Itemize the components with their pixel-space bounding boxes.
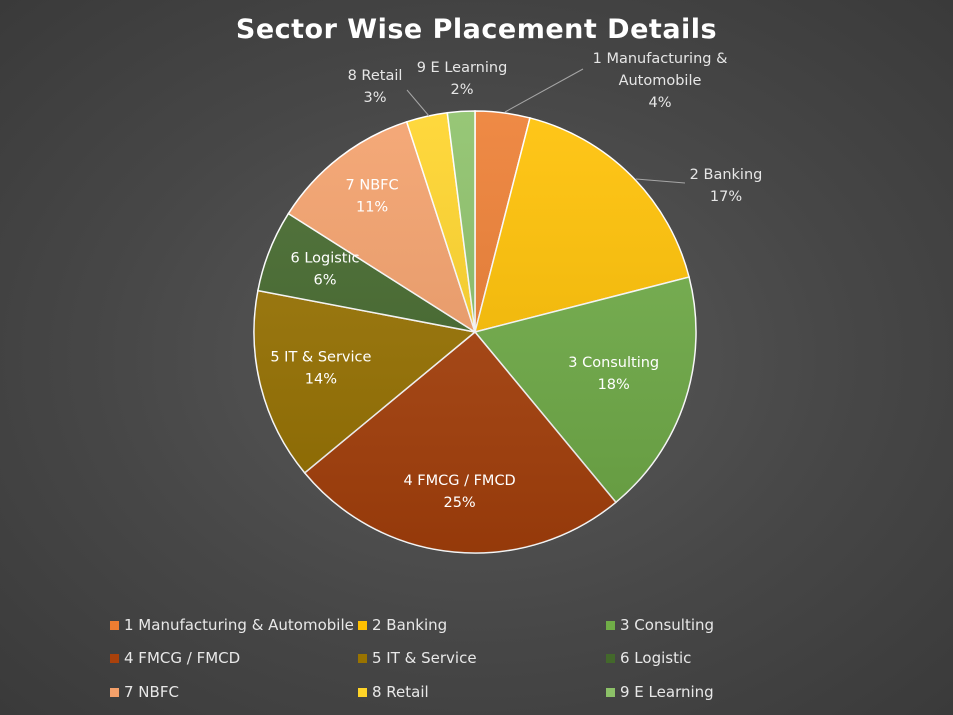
leader-line-1 [504, 68, 584, 113]
legend-item-1: 1 Manufacturing & Automobile [110, 616, 354, 634]
data-label-1: 1 Manufacturing & Automobile 4% [593, 51, 728, 111]
legend-item-8: 8 Retail [358, 683, 429, 701]
legend-label: 2 Banking [372, 616, 448, 634]
data-label-4: 4 FMCG / FMCD 25% [403, 473, 515, 511]
leader-line-8 [406, 89, 430, 117]
legend-swatch [606, 653, 615, 663]
legend-swatch [358, 620, 367, 630]
data-label-name: 1 Manufacturing & [593, 51, 728, 67]
legend-label: 6 Logistic [620, 649, 692, 667]
data-label-7: 7 NBFC 11% [346, 177, 399, 215]
legend-swatch [110, 687, 119, 697]
legend-item-2: 2 Banking [358, 616, 447, 634]
data-label-9: 9 E Learning 2% [417, 60, 508, 98]
legend-item-9: 9 E Learning [606, 683, 714, 701]
data-label-percent: 17% [710, 189, 742, 205]
legend-item-6: 6 Logistic [606, 649, 691, 667]
data-label-name: 9 E Learning [417, 60, 508, 76]
data-label-name: 4 FMCG / FMCD [403, 473, 515, 489]
legend-label: 9 E Learning [620, 683, 714, 701]
chart-title: Sector Wise Placement Details [235, 14, 718, 45]
data-label-name: 2 Banking [690, 167, 763, 183]
legend-label: 4 FMCG / FMCD [124, 649, 241, 667]
legend-item-5: 5 IT & Service [358, 649, 477, 667]
data-label-percent: 4% [648, 95, 671, 111]
legend-item-4: 4 FMCG / FMCD [110, 649, 240, 667]
legend-swatch [110, 620, 119, 630]
legend-item-7: 7 NBFC [110, 683, 179, 701]
data-label-percent: 25% [443, 495, 475, 511]
legend-swatch [110, 653, 119, 663]
legend-label: 7 NBFC [124, 683, 179, 701]
data-label-name: Automobile [619, 73, 702, 89]
data-label-name: 5 IT & Service [270, 350, 371, 366]
data-label-3: 3 Consulting 18% [568, 355, 659, 393]
data-label-percent: 2% [450, 82, 473, 98]
legend-item-3: 3 Consulting [606, 616, 714, 634]
data-label-2: 2 Banking 17% [690, 167, 763, 205]
data-label-5: 5 IT & Service 14% [270, 350, 371, 388]
legend-swatch [606, 620, 615, 630]
data-label-percent: 14% [305, 372, 337, 388]
legend-label: 5 IT & Service [372, 649, 477, 667]
legend-label: 1 Manufacturing & Automobile [124, 616, 354, 634]
data-label-name: 7 NBFC [346, 177, 399, 193]
data-label-name: 6 Logistic [290, 251, 359, 267]
leader-line-2 [635, 178, 686, 184]
legend-swatch [606, 687, 615, 697]
legend-swatch [358, 653, 367, 663]
legend-label: 8 Retail [372, 683, 429, 701]
data-label-percent: 18% [598, 377, 630, 393]
data-label-6: 6 Logistic 6% [290, 251, 359, 289]
data-label-percent: 6% [313, 273, 336, 289]
legend-swatch [358, 687, 367, 697]
data-label-percent: 3% [363, 90, 386, 106]
data-label-name: 8 Retail [348, 68, 403, 84]
data-label-percent: 11% [356, 199, 388, 215]
data-label-8: 8 Retail 3% [348, 68, 403, 106]
data-label-name: 3 Consulting [568, 355, 659, 371]
legend-label: 3 Consulting [620, 616, 715, 634]
